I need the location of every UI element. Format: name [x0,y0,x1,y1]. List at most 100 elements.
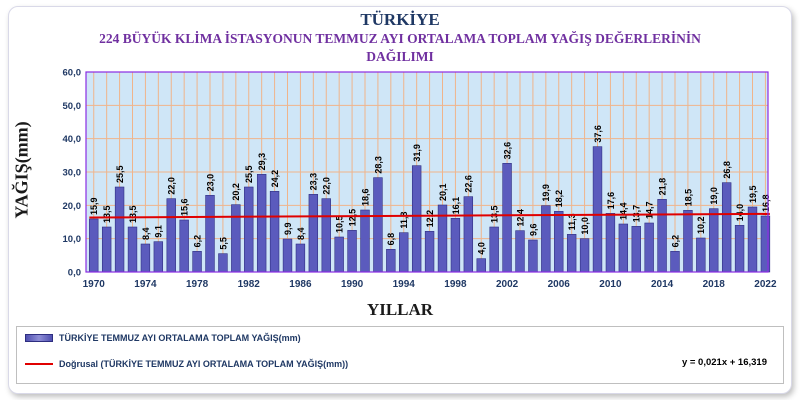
data-label: 19,9 [541,184,551,202]
data-label: 25,5 [115,165,125,183]
bar [605,213,616,273]
data-label: 13,7 [632,205,642,223]
data-label: 26,8 [722,161,732,179]
y-axis-label-box: YAĞIŞ(mm) [2,110,42,230]
x-tick-label: 2018 [703,279,726,290]
data-label: 23,3 [309,173,319,191]
y-tick-label: 60,0 [63,68,82,79]
bar [399,232,409,273]
data-label: 15,9 [89,197,99,215]
bar [721,182,732,273]
data-label: 23,0 [205,174,215,192]
bar [489,226,499,273]
bar [579,238,590,273]
data-label: 19,5 [748,185,758,203]
data-label: 8,4 [141,227,151,240]
bar [411,165,422,273]
bar [696,237,706,273]
bar [424,231,435,273]
data-label: 9,6 [528,223,538,236]
bar [528,239,538,273]
x-tick-label: 2022 [754,279,777,290]
data-label: 16,1 [451,197,461,215]
bar [231,204,241,273]
x-tick-label: 1990 [341,279,364,290]
chart-subtitle-line-1: 224 BÜYÜK KLİMA İSTASYONUN TEMMUZ AYI OR… [99,31,701,46]
bar [127,226,138,273]
data-label: 14,7 [645,201,655,219]
bar [683,210,693,273]
y-tick-label: 10,0 [63,234,82,245]
legend-item-trend: Doğrusal (TÜRKİYE TEMMUZ AYI ORTALAMA TO… [25,359,348,369]
legend-trend-label: Doğrusal (TÜRKİYE TEMMUZ AYI ORTALAMA TO… [59,359,349,369]
data-label: 12,4 [515,209,525,227]
data-label: 12,2 [425,210,435,228]
data-label: 22,0 [167,177,177,195]
data-label: 10,5 [335,215,345,233]
trend-line [89,212,770,219]
data-label: 25,5 [244,165,254,183]
bar [89,218,99,273]
bar [747,206,758,273]
bar [644,222,654,273]
y-tick-label: 0,0 [68,268,81,279]
legend-bars-label: TÜRKİYE TEMMUZ AYI ORTALAMA TOPLAM YAĞIŞ… [59,333,301,343]
data-label: 20,2 [231,183,241,201]
data-label: 9,1 [154,225,164,238]
bar [218,253,228,273]
x-axis-label: YILLAR [366,300,434,319]
data-label: 14,0 [735,204,745,222]
x-tick-label: 1978 [186,279,209,290]
bar [657,199,667,273]
data-label: 31,9 [412,144,422,162]
data-label: 21,8 [657,178,667,196]
data-label: 8,4 [296,227,306,240]
x-tick-label: 1974 [134,279,157,290]
data-label: 11,3 [567,213,577,230]
y-tick-label: 30,0 [63,168,82,179]
bar [631,226,641,273]
trend-equation: y = 0,021x + 16,319 [681,357,767,368]
legend-item-bars: TÜRKİYE TEMMUZ AYI ORTALAMA TOPLAM YAĞIŞ… [25,333,301,343]
bar [256,174,267,273]
bar [244,186,254,273]
bar [476,258,486,273]
bar [373,177,383,273]
data-label: 13,5 [102,205,112,223]
x-tick-label: 2014 [651,279,674,290]
x-tick-label: 1994 [393,279,416,290]
data-label: 24,2 [270,170,280,188]
data-label: 15,6 [180,198,190,216]
data-label: 20,1 [438,183,448,201]
data-label: 32,6 [502,142,512,160]
data-label: 18,5 [683,189,693,207]
bar [153,241,164,273]
data-label: 16,8 [761,194,771,212]
bar [282,238,293,273]
bar [618,223,629,273]
bar [166,198,176,273]
bar [192,251,202,273]
bar [709,208,719,273]
bar [308,194,319,273]
data-label: 13,5 [490,205,500,223]
bar [360,209,370,273]
bar [386,249,396,273]
data-label: 37,6 [593,125,603,143]
bar [515,230,525,273]
data-label: 11,8 [399,212,409,229]
data-label: 17,6 [606,192,616,210]
y-tick-label: 20,0 [63,201,82,212]
x-tick-label: 2006 [548,279,571,290]
bar [334,236,344,273]
x-tick-label: 2010 [599,279,622,290]
x-tick-label: 1998 [444,279,467,290]
y-tick-label: 50,0 [63,101,82,112]
bar [450,218,461,273]
bar [114,186,125,273]
data-label: 12,5 [347,209,357,227]
bar [205,195,215,273]
bar [463,196,474,273]
chart-title: TÜRKİYE [360,10,440,29]
